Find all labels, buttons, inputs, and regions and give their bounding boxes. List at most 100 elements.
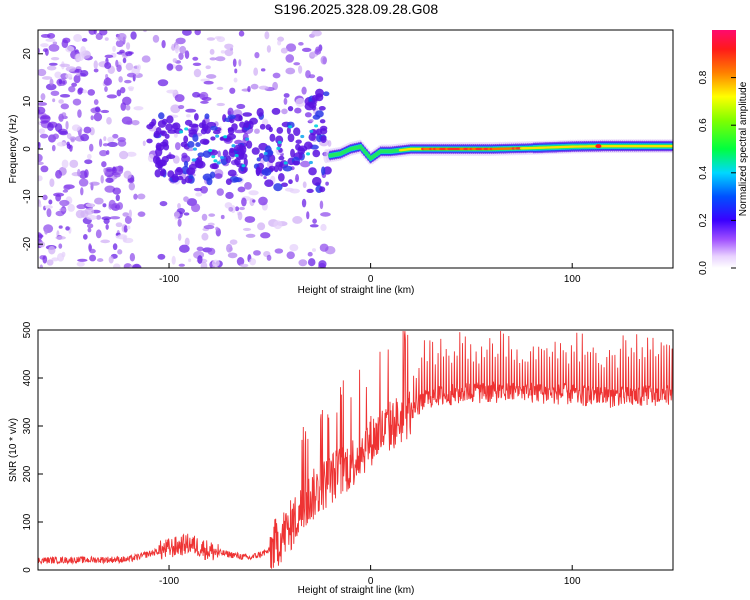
spectrogram-cell — [320, 55, 328, 65]
spectrogram-cell — [196, 246, 204, 252]
spectrogram-cell — [172, 122, 181, 130]
spectrogram-cell — [254, 52, 260, 59]
spectrogram-cell — [273, 220, 283, 230]
spectrogram-cell — [133, 106, 144, 111]
spectrogram-cell — [68, 85, 76, 93]
spectrogram-cell — [77, 168, 81, 177]
spectrogram-cell — [293, 62, 301, 66]
spectrogram-cell — [51, 257, 59, 262]
spectrogram-cell — [320, 125, 328, 131]
spectrogram-cell — [325, 181, 329, 186]
spectrogram-cell — [225, 155, 231, 164]
spectrogram-cell — [312, 149, 321, 158]
spectrogram-cell — [152, 34, 160, 43]
spectrogram-cell — [77, 258, 88, 262]
spectrogram-cell — [58, 243, 63, 249]
spectrogram-cell — [175, 64, 183, 72]
spectrogram-cell — [100, 239, 111, 244]
spectrogram-cell — [95, 229, 102, 239]
spectrogram-cell — [242, 227, 252, 232]
spectrogram-cell — [63, 184, 71, 191]
colorbar-ticks: 0.0 0.2 0.4 0.6 0.8 — [698, 70, 736, 275]
spectrogram-cell — [165, 123, 173, 131]
spectrogram-cell — [44, 228, 48, 235]
spectrogram-cell — [319, 186, 326, 193]
spectrogram-cell — [124, 215, 132, 224]
spectrogram-cell — [323, 91, 330, 97]
spectrogram-cell — [265, 124, 272, 131]
spectrogram-cell — [315, 110, 324, 118]
spectrogram-cell — [211, 155, 216, 159]
spectrogram-cell — [245, 233, 256, 238]
spectrogram-cell — [227, 169, 237, 177]
spectrogram-cell — [281, 108, 288, 115]
spectrogram-cell — [184, 237, 190, 246]
spectrogram-x-tick-label: 0 — [368, 274, 374, 285]
spectrogram-cell — [277, 40, 282, 46]
spectrogram-cell — [132, 263, 142, 268]
spectrogram-cell — [89, 181, 100, 186]
spectrogram-cell — [159, 130, 166, 136]
spectrogram-cell — [128, 182, 136, 191]
spectrogram-x-tick-label: 100 — [564, 274, 581, 285]
spectrogram-cell — [137, 211, 146, 217]
snr-y-tick-label: 500 — [22, 321, 33, 338]
snr-x-tick-label: 100 — [564, 576, 581, 587]
spectrogram-cell — [234, 114, 243, 122]
spectrogram-cell — [320, 135, 327, 143]
spectrogram-cell — [211, 259, 220, 267]
spectrogram-cell — [143, 30, 147, 33]
spectrogram-cell — [234, 153, 239, 158]
spectrogram-cell — [192, 62, 202, 67]
spectrogram-cell — [194, 113, 199, 121]
spectrogram-cell — [173, 133, 178, 138]
spectrogram-cell — [277, 172, 285, 182]
spectrogram-cell — [239, 263, 249, 268]
spectrogram-cell — [136, 64, 141, 71]
spectrogram-cell — [258, 153, 264, 159]
spectrogram-cell — [244, 181, 252, 190]
spectrogram-cell — [297, 65, 303, 74]
spectrogram-cell — [177, 203, 181, 209]
spectrogram-cell — [39, 264, 43, 268]
spectrogram-cell — [200, 78, 211, 82]
snr-y-tick-label: 300 — [22, 417, 33, 434]
spectrogram-cell — [155, 161, 164, 169]
spectrogram-cell — [107, 141, 118, 147]
spectrogram-cell — [112, 167, 117, 174]
spectrogram-cell — [74, 68, 83, 73]
spectrogram-cell — [88, 143, 94, 152]
spectrogram-cell — [273, 183, 283, 192]
spectrogram-cell — [157, 253, 166, 260]
spectrogram-cell — [38, 106, 46, 115]
spectrogram-cell — [126, 72, 137, 78]
colorbar-label: Normalized spectral amplitude — [738, 81, 749, 216]
spectrogram-cell — [252, 199, 256, 203]
spectrogram-cell — [216, 102, 226, 107]
spectrogram-cell — [41, 76, 53, 80]
spectrogram-cell — [207, 247, 216, 256]
spectrogram-cell — [115, 194, 120, 202]
spectrogram-cell — [70, 138, 75, 143]
spectrogram-cell — [130, 31, 137, 40]
spectrogram-cell — [301, 86, 307, 95]
spectrogram-cell — [157, 120, 167, 128]
spectrogram-cell — [260, 68, 266, 72]
spectrogram-cell — [178, 104, 185, 110]
spectrogram-cell — [42, 194, 48, 201]
spectrogram-cell — [174, 94, 185, 102]
spectrogram-cell — [219, 136, 225, 141]
spectrogram-cell — [60, 103, 70, 110]
spectrogram-cell — [311, 30, 322, 37]
spectrogram-cell — [273, 165, 279, 173]
spectrogram-cell — [205, 74, 217, 79]
spectrogram-cell — [222, 149, 229, 158]
spectrogram-cell — [116, 89, 122, 97]
spectrogram-cell — [93, 99, 99, 105]
spectrogram-cell — [232, 58, 237, 68]
spectrogram-x-tick-label: -100 — [159, 274, 179, 285]
spectrogram-cell — [48, 199, 53, 205]
spectrogram-cell — [308, 118, 314, 123]
spectrogram-cell — [191, 203, 201, 213]
snr-x-ticks: -100 0 100 — [159, 565, 581, 587]
